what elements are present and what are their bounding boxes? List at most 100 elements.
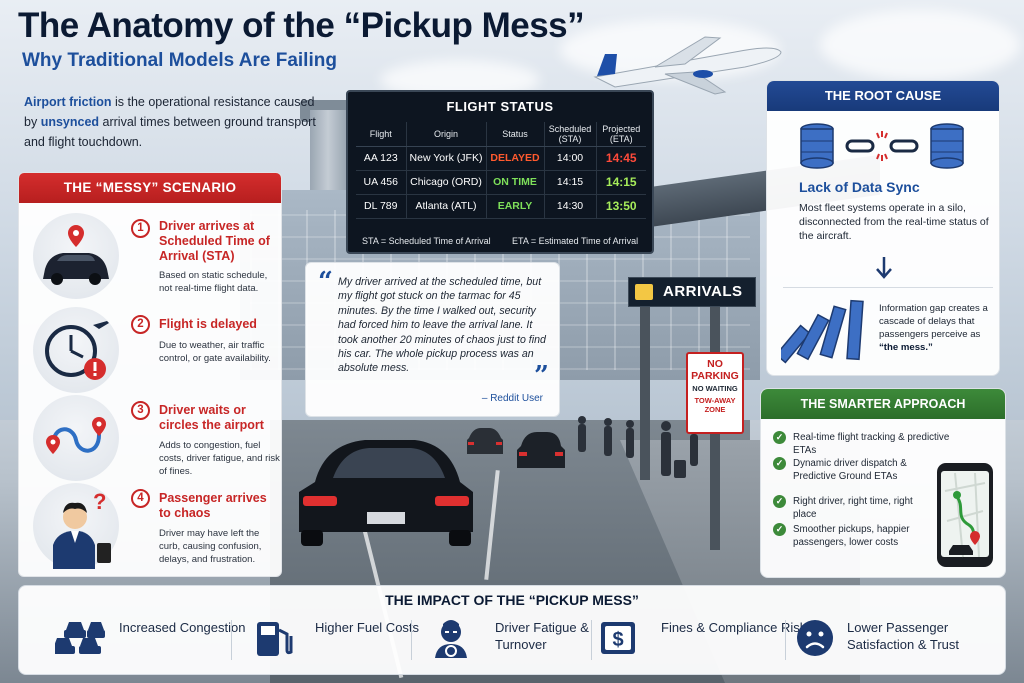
- divider: [411, 620, 412, 660]
- flight-status-board: FLIGHT STATUS Flight Origin Status Sched…: [346, 90, 654, 254]
- testimonial-quote: “ My driver arrived at the scheduled tim…: [305, 262, 560, 417]
- sedan-car-icon: [299, 440, 473, 546]
- arrivals-label: ARRIVALS: [663, 283, 743, 300]
- page-title: The Anatomy of the “Pickup Mess”: [18, 6, 585, 45]
- table-row: AA 123 New York (JFK) DELAYED 14:00 14:4…: [356, 146, 646, 171]
- clock-delay-icon: [33, 307, 119, 393]
- step-title: Flight is delayed: [159, 317, 257, 331]
- intro-part1: is the operational resistance caused by: [24, 95, 315, 129]
- smarter-approach-heading: THE SMARTER APPROACH: [761, 389, 1005, 419]
- flight-origin: Atlanta (ATL): [406, 194, 487, 219]
- information-gap-text: Information gap creates a cascade of del…: [879, 303, 988, 353]
- background-car-icon: [517, 432, 565, 468]
- flight-eta: 14:45: [596, 146, 646, 171]
- board-title: FLIGHT STATUS: [446, 99, 554, 114]
- fine-ticket-icon: $: [601, 622, 635, 654]
- step-number: 4: [131, 489, 150, 508]
- step-description: Driver may have left the curb, causing c…: [159, 528, 262, 565]
- messy-scenario-heading: THE “MESSY” SCENARIO: [19, 173, 281, 203]
- quote-author: – Reddit User: [481, 393, 543, 404]
- column-header: Flight: [356, 122, 407, 147]
- divider: [785, 620, 786, 660]
- divider: [231, 620, 232, 660]
- arrow-down-icon: [876, 257, 892, 279]
- flight-number: DL 789: [356, 194, 407, 219]
- table-header-row: Flight Origin Status Scheduled (STA) Pro…: [356, 122, 646, 147]
- flight-sta: 14:00: [544, 146, 597, 171]
- approach-text: Right driver, right time, right place: [793, 496, 913, 520]
- root-cause-panel: THE ROOT CAUSE Lack of Data Sync Most fl…: [766, 80, 1000, 376]
- flight-sta: 14:15: [544, 170, 597, 195]
- flight-status: DELAYED: [486, 146, 545, 171]
- canopy-pillar: [640, 300, 650, 480]
- column-header: Projected (ETA): [596, 122, 646, 147]
- car-location-icon: [33, 213, 119, 299]
- approach-text: Dynamic driver dispatch & Predictive Gro…: [793, 458, 907, 482]
- step-description: Adds to congestion, fuel costs, driver f…: [159, 440, 280, 477]
- flight-table: Flight Origin Status Scheduled (STA) Pro…: [356, 122, 646, 219]
- no-parking-sign: NO PARKING NO WAITING TOW-AWAY ZONE: [686, 352, 744, 434]
- svg-text:?: ?: [93, 489, 106, 514]
- tow-away-text: TOW-AWAY ZONE: [694, 396, 736, 414]
- flight-status: EARLY: [486, 194, 545, 219]
- step-description: Due to weather, air traffic control, or …: [159, 340, 271, 364]
- step-title: Passenger arrives to chaos: [159, 491, 267, 520]
- root-cause-heading: THE ROOT CAUSE: [767, 81, 999, 111]
- step-number: 2: [131, 315, 150, 334]
- column-header: Origin: [406, 122, 487, 147]
- flight-status: ON TIME: [486, 170, 545, 195]
- flight-sta: 14:30: [544, 194, 597, 219]
- smartphone-map-icon: [937, 463, 993, 567]
- smarter-approach-panel: THE SMARTER APPROACH ✓ Real-time flight …: [760, 388, 1006, 578]
- airplane-icon: [593, 36, 782, 95]
- sad-face-icon: [797, 620, 833, 656]
- divider: [783, 287, 993, 288]
- impact-label: Fines & Compliance Risks: [661, 620, 813, 635]
- step-title: Driver waits or circles the airport: [159, 403, 264, 432]
- divider: [591, 620, 592, 660]
- root-cause-description: Most fleet systems operate in a silo, di…: [799, 202, 989, 242]
- quote-close-icon: ”: [534, 361, 549, 391]
- check-icon: ✓: [773, 431, 786, 444]
- route-loop-icon: [33, 395, 119, 481]
- background-car-icon: [467, 428, 503, 454]
- table-row: DL 789 Atlanta (ATL) EARLY 14:30 13:50: [356, 194, 646, 219]
- table-row: UA 456 Chicago (ORD) ON TIME 14:15 14:15: [356, 170, 646, 195]
- root-cause-title: Lack of Data Sync: [799, 179, 920, 195]
- flight-origin: New York (JFK): [406, 146, 487, 171]
- impact-label: Driver Fatigue & Turnover: [495, 620, 589, 652]
- step-number: 1: [131, 219, 150, 238]
- step-description: Based on static schedule, not real-time …: [159, 270, 268, 294]
- flight-number: AA 123: [356, 146, 407, 171]
- intro-text: Airport friction is the operational resi…: [24, 92, 324, 152]
- page-subtitle: Why Traditional Models Are Failing: [22, 50, 337, 71]
- impact-title: THE IMPACT OF THE “PICKUP MESS”: [385, 592, 639, 608]
- the-mess-emphasis: “the mess.”: [879, 342, 933, 353]
- cloud: [820, 10, 1020, 80]
- check-icon: ✓: [773, 523, 786, 536]
- falling-dominoes-icon: [781, 299, 864, 364]
- disconnected-database-icon: [800, 123, 964, 169]
- airplane-landing-icon: [635, 284, 653, 300]
- step-title: Driver arrives at Scheduled Time of Arri…: [159, 219, 270, 263]
- messy-scenario-panel: THE “MESSY” SCENARIO 1 Driver arrives at…: [18, 172, 282, 577]
- intro-part2: arrival times between ground transport a…: [24, 115, 316, 149]
- flight-eta: 14:15: [596, 170, 646, 195]
- flight-origin: Chicago (ORD): [406, 170, 487, 195]
- legend-eta: ETA = Estimated Time of Arrival: [512, 236, 639, 246]
- no-waiting-text: NO WAITING: [692, 384, 738, 393]
- approach-text: Real-time flight tracking & predictive E…: [793, 432, 950, 456]
- svg-text:$: $: [612, 629, 623, 651]
- flight-eta: 13:50: [596, 194, 646, 219]
- quote-text: My driver arrived at the scheduled time,…: [338, 276, 546, 375]
- impact-label: Increased Congestion: [119, 620, 246, 635]
- column-header: Scheduled (STA): [544, 122, 597, 147]
- confused-passenger-icon: ?: [33, 483, 119, 569]
- check-icon: ✓: [773, 457, 786, 470]
- flight-number: UA 456: [356, 170, 407, 195]
- traffic-cars-icon: [55, 622, 105, 654]
- fuel-pump-icon: [257, 622, 293, 656]
- step-number: 3: [131, 401, 150, 420]
- intro-term: Airport friction: [24, 95, 112, 109]
- no-parking-text: NO PARKING: [691, 358, 739, 382]
